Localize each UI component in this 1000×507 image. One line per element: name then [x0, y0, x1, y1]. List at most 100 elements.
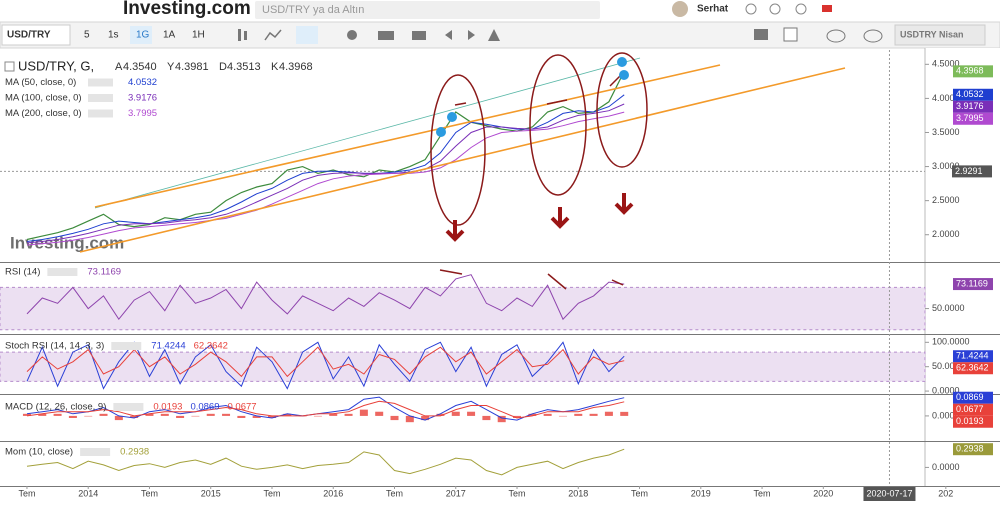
- x-tick-label: 2014: [78, 488, 98, 498]
- interval-button[interactable]: 5: [84, 30, 90, 41]
- series-line: [26, 346, 625, 378]
- symbol[interactable]: USD/TRY: [7, 30, 51, 41]
- legend-value: 3.7995: [128, 108, 157, 119]
- histogram-bar: [574, 413, 583, 416]
- interval-button[interactable]: 1H: [192, 30, 205, 41]
- icon[interactable]: [769, 3, 781, 15]
- value-box-label: 71.4244: [956, 351, 989, 361]
- value-box-label: 3.7995: [956, 113, 984, 123]
- legend-value: 62.3642: [194, 341, 228, 352]
- icon[interactable]: [378, 31, 394, 40]
- histogram-bar: [38, 413, 47, 416]
- histogram-bar: [22, 413, 31, 416]
- icon[interactable]: [754, 29, 768, 40]
- icon[interactable]: [264, 29, 282, 41]
- interval-active[interactable]: [130, 26, 152, 44]
- icon[interactable]: [826, 29, 846, 43]
- panel-title: RSI (14): [5, 267, 40, 278]
- legend-value: 73.1169: [87, 267, 121, 278]
- histogram-bar: [130, 415, 139, 418]
- interval-button[interactable]: 1s: [108, 30, 119, 41]
- legend-icons: [88, 94, 113, 102]
- flag[interactable]: [822, 5, 832, 12]
- annotations: [79, 52, 846, 290]
- value-box-label: 0.2938: [956, 444, 984, 454]
- value-box: [953, 443, 993, 456]
- histogram-bar: [68, 415, 77, 418]
- event-marker[interactable]: [619, 70, 629, 80]
- avatar[interactable]: [672, 1, 688, 17]
- highlight-ellipse: [596, 52, 648, 168]
- value-box-label: 62.3642: [956, 363, 989, 373]
- ohlc-key: A: [115, 61, 123, 73]
- search-box[interactable]: [255, 1, 600, 19]
- icon[interactable]: [244, 31, 247, 40]
- event-marker[interactable]: [447, 112, 457, 122]
- value-box-label: 0.0869: [956, 392, 984, 402]
- x-tick-label: 2020: [813, 488, 833, 498]
- value-box: [953, 391, 993, 404]
- plots: 4.5000 4.0000 3.5000 3.0000 2.5000 2.0000 2.92…: [0, 50, 993, 501]
- legend-icons: [111, 342, 142, 350]
- histogram-bar: [267, 415, 276, 418]
- panel-title: Mom (10, close): [5, 447, 73, 458]
- user-name[interactable]: Serhat: [697, 4, 729, 15]
- histogram-bar: [497, 415, 506, 423]
- icon[interactable]: [347, 30, 357, 40]
- legend-icon: [4, 61, 15, 72]
- legend-name: MA (100, close, 0): [5, 93, 82, 104]
- value-box: [953, 350, 993, 363]
- value-box: [953, 65, 993, 78]
- legend-icons: [80, 448, 111, 456]
- legend-icons: [47, 268, 78, 276]
- histogram-bar: [252, 415, 261, 418]
- histogram-bar: [513, 415, 522, 418]
- icon[interactable]: [296, 26, 318, 44]
- value-box-label: 4.3968: [956, 66, 984, 76]
- interval-button[interactable]: 1A: [163, 30, 176, 41]
- icon[interactable]: [863, 29, 883, 43]
- series-line: [26, 103, 625, 244]
- panel-title: Stoch RSI (14, 14, 3, 3): [5, 341, 104, 352]
- panel-title: MACD (12, 26, close, 9): [5, 402, 106, 413]
- legend-value: 0.2938: [120, 447, 149, 458]
- symbol-box[interactable]: [1, 24, 71, 46]
- histogram-bar: [145, 413, 154, 416]
- legend-icons: [88, 78, 113, 87]
- histogram-bar: [84, 415, 93, 417]
- legend-value: 3.9176: [128, 93, 157, 104]
- series-line: [26, 94, 625, 242]
- interval-button[interactable]: 1G: [136, 30, 150, 41]
- icon[interactable]: [445, 30, 475, 40]
- histogram-bar: [467, 411, 476, 416]
- y-tick-label: 100.0000: [932, 337, 970, 347]
- divergence-line: [439, 269, 624, 290]
- icon[interactable]: [488, 29, 500, 41]
- icon[interactable]: [745, 3, 757, 15]
- search-placeholder[interactable]: USD/TRY ya da Altın: [262, 4, 364, 16]
- channel-line: [79, 67, 846, 253]
- series-line: [26, 448, 625, 476]
- band: [0, 351, 926, 382]
- histogram-bar: [237, 415, 246, 418]
- contract-box[interactable]: [894, 24, 986, 46]
- logo[interactable]: Investing.com: [123, 0, 251, 19]
- icon[interactable]: [795, 3, 807, 15]
- legend-value: 0.0193: [153, 402, 182, 413]
- event-marker[interactable]: [436, 127, 446, 137]
- ohlc-value: 4.3968: [279, 61, 313, 73]
- event-marker[interactable]: [617, 57, 627, 67]
- value-box-label: 3.9176: [956, 101, 984, 111]
- icon[interactable]: [238, 29, 241, 41]
- x-tick-label: Tem: [386, 488, 403, 498]
- histogram-bar: [558, 415, 567, 417]
- icon[interactable]: [412, 31, 426, 40]
- ohlc-key: K: [271, 61, 279, 73]
- contract[interactable]: USDTRY Nisan: [900, 29, 964, 39]
- x-tick-label: Tem: [754, 488, 771, 498]
- icon[interactable]: [783, 27, 798, 42]
- series-line: [26, 111, 625, 246]
- chart-title: USD/TRY, G,: [18, 58, 94, 73]
- band: [0, 286, 926, 331]
